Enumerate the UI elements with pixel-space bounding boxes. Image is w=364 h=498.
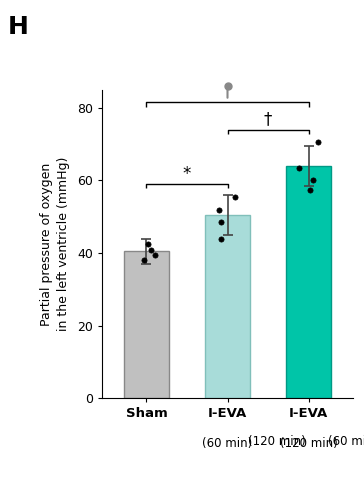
- Text: †: †: [264, 111, 272, 128]
- Point: [216, 206, 222, 214]
- Point: [152, 251, 158, 259]
- Bar: [205, 215, 250, 398]
- Bar: [124, 251, 169, 398]
- Point: [315, 138, 321, 146]
- Point: [308, 186, 313, 194]
- Y-axis label: Partial pressure of oxygen
in the left ventricle (mmHg): Partial pressure of oxygen in the left v…: [40, 157, 70, 331]
- Text: (120 min): (120 min): [280, 437, 337, 450]
- Point: [232, 193, 238, 201]
- Text: H: H: [7, 15, 28, 39]
- Point: [296, 164, 302, 172]
- Text: *: *: [183, 165, 191, 183]
- Point: [218, 218, 224, 226]
- Bar: [286, 166, 331, 398]
- Point: [146, 240, 151, 248]
- Point: [141, 256, 147, 264]
- Text: (60 min): (60 min): [328, 435, 364, 449]
- Point: [310, 176, 316, 184]
- Text: (60 min): (60 min): [202, 437, 253, 450]
- Text: (120 min): (120 min): [248, 435, 305, 449]
- Point: [148, 246, 154, 254]
- Point: [218, 235, 224, 243]
